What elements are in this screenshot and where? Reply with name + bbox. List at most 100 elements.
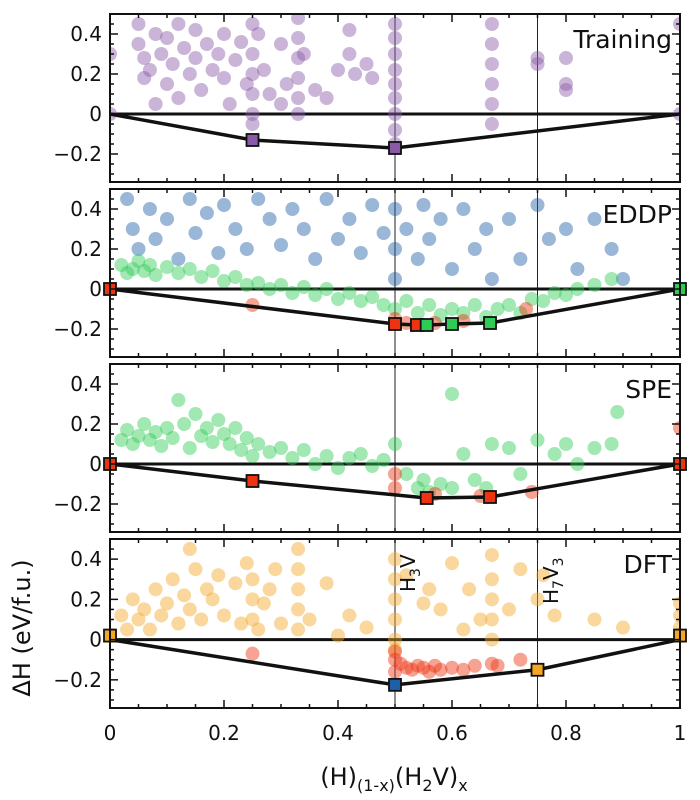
data-point-eddp_blue xyxy=(433,212,448,226)
data-point-training xyxy=(194,83,209,97)
convex-hull-line xyxy=(109,637,681,687)
data-point-dft_orange xyxy=(388,592,402,607)
data-point-training xyxy=(131,37,146,51)
y-tick-label: 0.2 xyxy=(70,62,102,86)
data-point-spe_green xyxy=(433,477,448,491)
data-point-dft_orange xyxy=(291,582,306,597)
data-point-spe_green xyxy=(239,431,254,445)
data-point-training xyxy=(484,77,499,91)
data-point-training xyxy=(234,35,249,49)
data-point-dft_red xyxy=(405,662,420,677)
data-point-dft_orange xyxy=(388,642,402,657)
data-point-eddp_green xyxy=(433,308,448,322)
y-tick-label: 0.4 xyxy=(70,372,102,396)
data-point-dft_orange xyxy=(484,632,499,647)
data-point-spe_green xyxy=(467,473,482,487)
data-point-dft_orange xyxy=(342,608,357,623)
data-point-dft_orange xyxy=(245,612,260,627)
data-point-eddp_green xyxy=(131,254,146,268)
data-point-training xyxy=(484,97,499,111)
data-point-training xyxy=(154,47,169,61)
data-point-dft_orange xyxy=(416,596,431,611)
data-point-eddp_blue xyxy=(388,242,402,256)
data-point-training xyxy=(388,91,402,105)
data-point-eddp_green xyxy=(217,274,231,288)
data-point-eddp_blue xyxy=(199,206,214,220)
data-point-dft_red xyxy=(422,664,437,679)
hull-marker xyxy=(445,317,459,331)
data-point-dft_orange xyxy=(513,562,528,577)
data-point-eddp_green xyxy=(125,262,140,276)
y-tick-label: 0.2 xyxy=(70,412,102,436)
data-point-spe_green xyxy=(399,467,414,481)
data-point-training xyxy=(559,83,573,97)
y-tick-label: 0.4 xyxy=(70,197,102,221)
data-point-training xyxy=(160,31,174,45)
data-point-eddp_green xyxy=(536,294,551,308)
y-tick-label: −0.2 xyxy=(53,142,102,166)
data-point-training xyxy=(274,37,288,51)
data-point-dft_red xyxy=(416,660,431,675)
data-point-dft_orange xyxy=(302,612,317,627)
data-point-eddp_green xyxy=(422,298,437,312)
data-point-training xyxy=(484,57,499,71)
y-tick-label: −0.2 xyxy=(53,317,102,341)
data-point-eddp_green xyxy=(120,266,135,280)
data-point-training xyxy=(160,77,174,91)
data-point-eddp_blue xyxy=(365,198,380,212)
scatter-group xyxy=(114,542,680,679)
hull-marker xyxy=(245,133,260,147)
data-point-training xyxy=(291,107,306,121)
data-point-eddp_green xyxy=(388,302,402,316)
data-point-eddp_green xyxy=(114,258,129,272)
data-point-dft_orange xyxy=(484,612,499,627)
data-point-training xyxy=(388,47,402,61)
data-point-eddp_green xyxy=(456,306,471,320)
x-tick-label: 0.4 xyxy=(322,721,354,745)
data-point-spe_green xyxy=(211,413,226,427)
data-point-spe_green xyxy=(165,431,180,445)
data-point-eddp_green xyxy=(547,286,562,300)
panel-spe: −0.2 0 0.2 0.4 SPE xyxy=(53,363,687,533)
data-point-training xyxy=(182,67,197,81)
data-point-spe_green xyxy=(142,433,157,447)
data-point-dft_orange xyxy=(245,592,260,607)
data-point-dft_orange xyxy=(114,608,129,623)
data-point-eddp_green xyxy=(331,292,345,306)
data-point-eddp_green xyxy=(570,282,585,296)
data-point-dft_orange xyxy=(422,582,437,597)
data-point-eddp_blue xyxy=(570,262,585,276)
data-point-eddp_blue xyxy=(274,238,288,252)
data-point-dft_red xyxy=(388,644,402,659)
data-point-dft_red xyxy=(427,658,442,673)
data-point-eddp_green xyxy=(410,306,425,320)
data-point-spe_green xyxy=(587,441,602,455)
data-point-dft_red xyxy=(388,652,402,667)
data-point-eddp_green xyxy=(228,270,243,284)
scatter-group xyxy=(110,14,680,151)
data-point-dft_orange xyxy=(291,542,306,557)
data-point-training xyxy=(308,83,323,97)
data-point-dft_orange xyxy=(268,562,283,577)
data-point-dft_orange xyxy=(194,612,209,627)
data-point-eddp_green xyxy=(524,292,539,306)
data-point-eddp_green xyxy=(376,298,391,312)
data-point-spe_green xyxy=(376,453,391,467)
panel-eddp: −0.2 0 0.2 0.4 EDDP xyxy=(53,188,687,358)
data-point-spe_green xyxy=(131,429,146,443)
data-point-dft_orange xyxy=(199,582,214,597)
data-point-spe_red xyxy=(388,467,402,481)
data-point-spe_green xyxy=(331,461,345,475)
data-point-eddp_blue xyxy=(125,222,140,236)
data-point-dft_red xyxy=(490,658,505,673)
data-point-eddp_green xyxy=(319,282,334,296)
data-point-eddp_blue xyxy=(388,272,402,286)
data-point-dft_orange xyxy=(484,548,499,563)
data-point-eddp_green xyxy=(262,282,277,296)
x-tick-labels: 0 0.2 0.4 0.6 0.8 1 xyxy=(104,721,687,745)
data-point-training xyxy=(148,27,163,41)
hull-marker xyxy=(388,677,402,692)
panel-dft: −0.2 0 0.2 0.4 DFT xyxy=(53,538,687,709)
y-tick-label: −0.2 xyxy=(53,668,102,692)
data-point-dft_orange xyxy=(291,602,306,617)
